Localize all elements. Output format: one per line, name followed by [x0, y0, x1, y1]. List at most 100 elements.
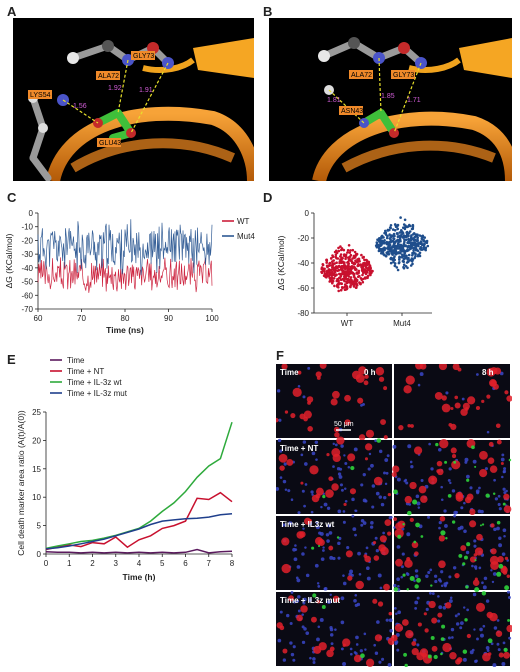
death-marker-dot: [312, 593, 317, 598]
death-marker-dot: [415, 522, 420, 528]
nucleus-dot: [447, 636, 451, 640]
nucleus-dot: [498, 507, 502, 511]
d-point: [337, 289, 340, 293]
nucleus-dot: [463, 606, 466, 609]
nucleus-dot: [350, 652, 353, 656]
d-point: [420, 235, 423, 238]
d-point: [329, 257, 333, 260]
d-point: [332, 259, 335, 262]
c-x-tick-label: 70: [77, 314, 86, 323]
nucleus-dot: [289, 621, 293, 626]
cell-dot: [467, 396, 476, 405]
cell-dot: [306, 396, 314, 403]
d-point: [412, 232, 416, 235]
d-point: [344, 288, 348, 291]
nucleus-dot: [397, 584, 400, 588]
nucleus-dot: [304, 462, 308, 466]
d-point: [333, 284, 336, 288]
cell-dot: [334, 432, 340, 438]
cell-dot: [403, 385, 412, 394]
d-point: [407, 244, 410, 248]
cell-dot: [296, 614, 303, 622]
nucleus-dot: [311, 493, 314, 496]
distance-3: 1.91: [139, 87, 153, 94]
nucleus-dot: [496, 619, 500, 622]
nucleus-dot: [340, 488, 344, 492]
cell-dot: [431, 617, 438, 624]
d-point: [381, 249, 384, 252]
cell-dot: [469, 508, 476, 516]
d-point: [412, 249, 415, 252]
nucleus-dot: [475, 373, 479, 376]
nucleus-dot: [438, 520, 442, 525]
nucleus-dot: [349, 569, 354, 574]
d-point: [330, 264, 334, 267]
d-point: [402, 249, 406, 252]
d-point: [357, 258, 361, 261]
cell-dot: [343, 502, 347, 507]
d-point: [406, 225, 410, 228]
d-point: [344, 255, 348, 259]
nucleus-dot: [388, 618, 393, 623]
nucleus-dot: [342, 574, 345, 577]
nucleus-dot: [490, 569, 493, 572]
nucleus-dot: [440, 584, 444, 588]
d-point: [407, 232, 411, 235]
c-x-label: Time (ns): [106, 325, 144, 335]
nucleus-dot: [376, 620, 380, 624]
d-point: [402, 263, 406, 266]
e-legend-label: Time + IL-3z wt: [67, 378, 122, 387]
nucleus-dot: [375, 549, 379, 553]
d-point: [344, 257, 347, 261]
nucleus-dot: [340, 620, 345, 625]
d-point: [394, 223, 397, 227]
nucleus-dot: [276, 487, 280, 491]
nucleus-dot: [282, 658, 287, 662]
nucleus-dot: [355, 643, 359, 646]
label-asn43: ASN43: [341, 108, 363, 115]
d-point: [331, 270, 334, 274]
death-marker-dot: [479, 524, 482, 527]
nucleus-dot: [454, 614, 458, 618]
death-marker-dot: [447, 494, 452, 498]
nucleus-dot: [482, 624, 486, 628]
nucleus-dot: [374, 439, 378, 443]
nucleus-dot: [486, 649, 490, 652]
cell-dot: [318, 642, 327, 651]
d-point: [414, 244, 418, 248]
c-y-tick-label: -70: [21, 305, 33, 314]
cell-dot: [441, 403, 451, 413]
d-point: [384, 254, 388, 257]
death-marker-dot: [311, 546, 315, 550]
cell-dot: [358, 434, 366, 441]
cell-dot: [355, 580, 364, 590]
d-point: [365, 261, 369, 264]
nucleus-dot: [327, 524, 332, 528]
death-marker-dot: [350, 465, 355, 471]
nucleus-dot: [451, 636, 454, 639]
d-point: [368, 265, 372, 269]
cell-dot: [434, 391, 443, 400]
d-series-wt: [320, 244, 374, 293]
nucleus-dot: [359, 649, 363, 653]
nucleus-dot: [493, 626, 498, 630]
d-point: [362, 262, 365, 265]
d-y-tick-label: -20: [297, 234, 309, 243]
nucleus-dot: [466, 608, 470, 612]
cell-dot: [307, 426, 313, 432]
d-point: [407, 241, 410, 244]
nucleus-dot: [497, 502, 501, 506]
d-point: [355, 283, 359, 287]
d-point: [321, 263, 325, 266]
cell-dot: [401, 619, 409, 626]
d-point: [359, 277, 363, 280]
nucleus-dot: [317, 625, 321, 629]
d-point: [399, 249, 402, 252]
nucleus-dot: [365, 546, 369, 550]
cell-dot: [490, 523, 495, 528]
d-point: [388, 246, 392, 249]
d-point: [422, 247, 426, 251]
nucleus-dot: [406, 572, 410, 576]
d-point: [325, 258, 328, 262]
cell-dot: [332, 595, 340, 603]
